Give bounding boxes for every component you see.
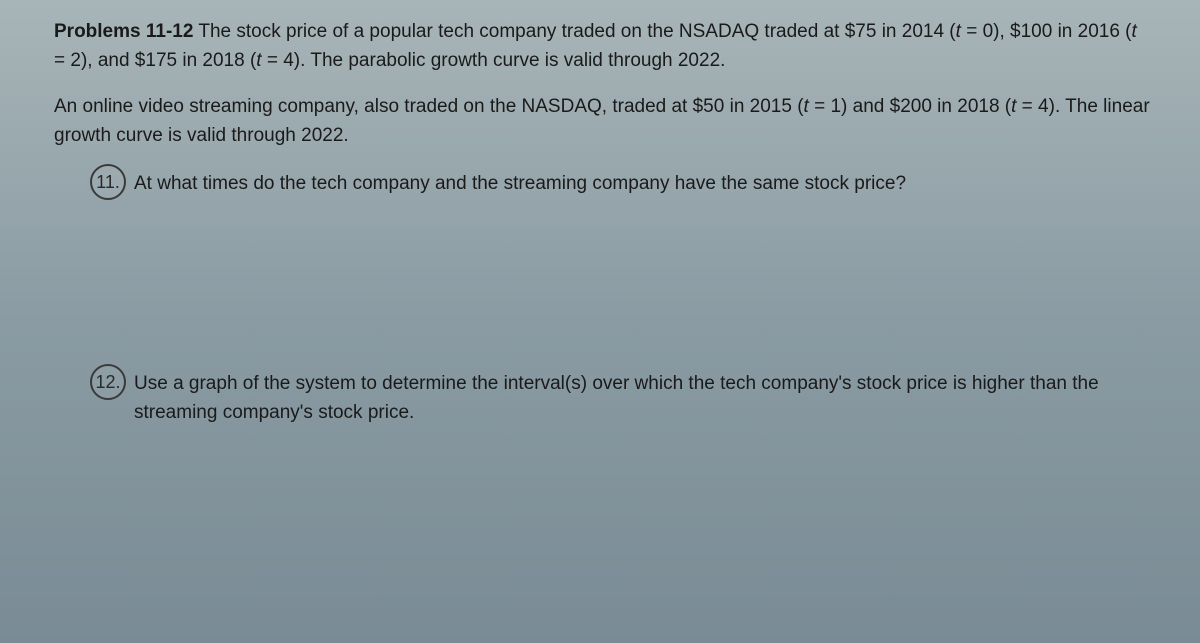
var-t: t xyxy=(1132,21,1137,42)
question-number-bubble: 12. xyxy=(90,364,126,400)
intro-text-2b: = 1) and $200 in 2018 ( xyxy=(809,96,1011,117)
question-number-bubble: 11. xyxy=(90,164,126,200)
question-number: 12. xyxy=(95,372,120,393)
intro-paragraph-1: Problems 11-12 The stock price of a popu… xyxy=(54,18,1152,75)
question-11: 11. At what times do the tech company an… xyxy=(90,168,1152,200)
intro-text-1d: = 4). The parabolic growth curve is vali… xyxy=(262,50,726,71)
intro-text-2a: An online video streaming company, also … xyxy=(54,96,804,117)
intro-text-1c: = 2), and $175 in 2018 ( xyxy=(54,50,256,71)
intro-text-1a: The stock price of a popular tech compan… xyxy=(193,21,955,42)
workspace-gap xyxy=(54,208,1152,368)
question-12-text: Use a graph of the system to determine t… xyxy=(134,368,1152,427)
question-11-text: At what times do the tech company and th… xyxy=(134,168,906,199)
question-12: 12. Use a graph of the system to determi… xyxy=(90,368,1152,427)
problems-heading: Problems 11-12 xyxy=(54,21,193,42)
intro-text-1b: = 0), $100 in 2016 ( xyxy=(961,21,1132,42)
question-number: 11. xyxy=(96,172,120,193)
intro-paragraph-2: An online video streaming company, also … xyxy=(54,93,1152,150)
